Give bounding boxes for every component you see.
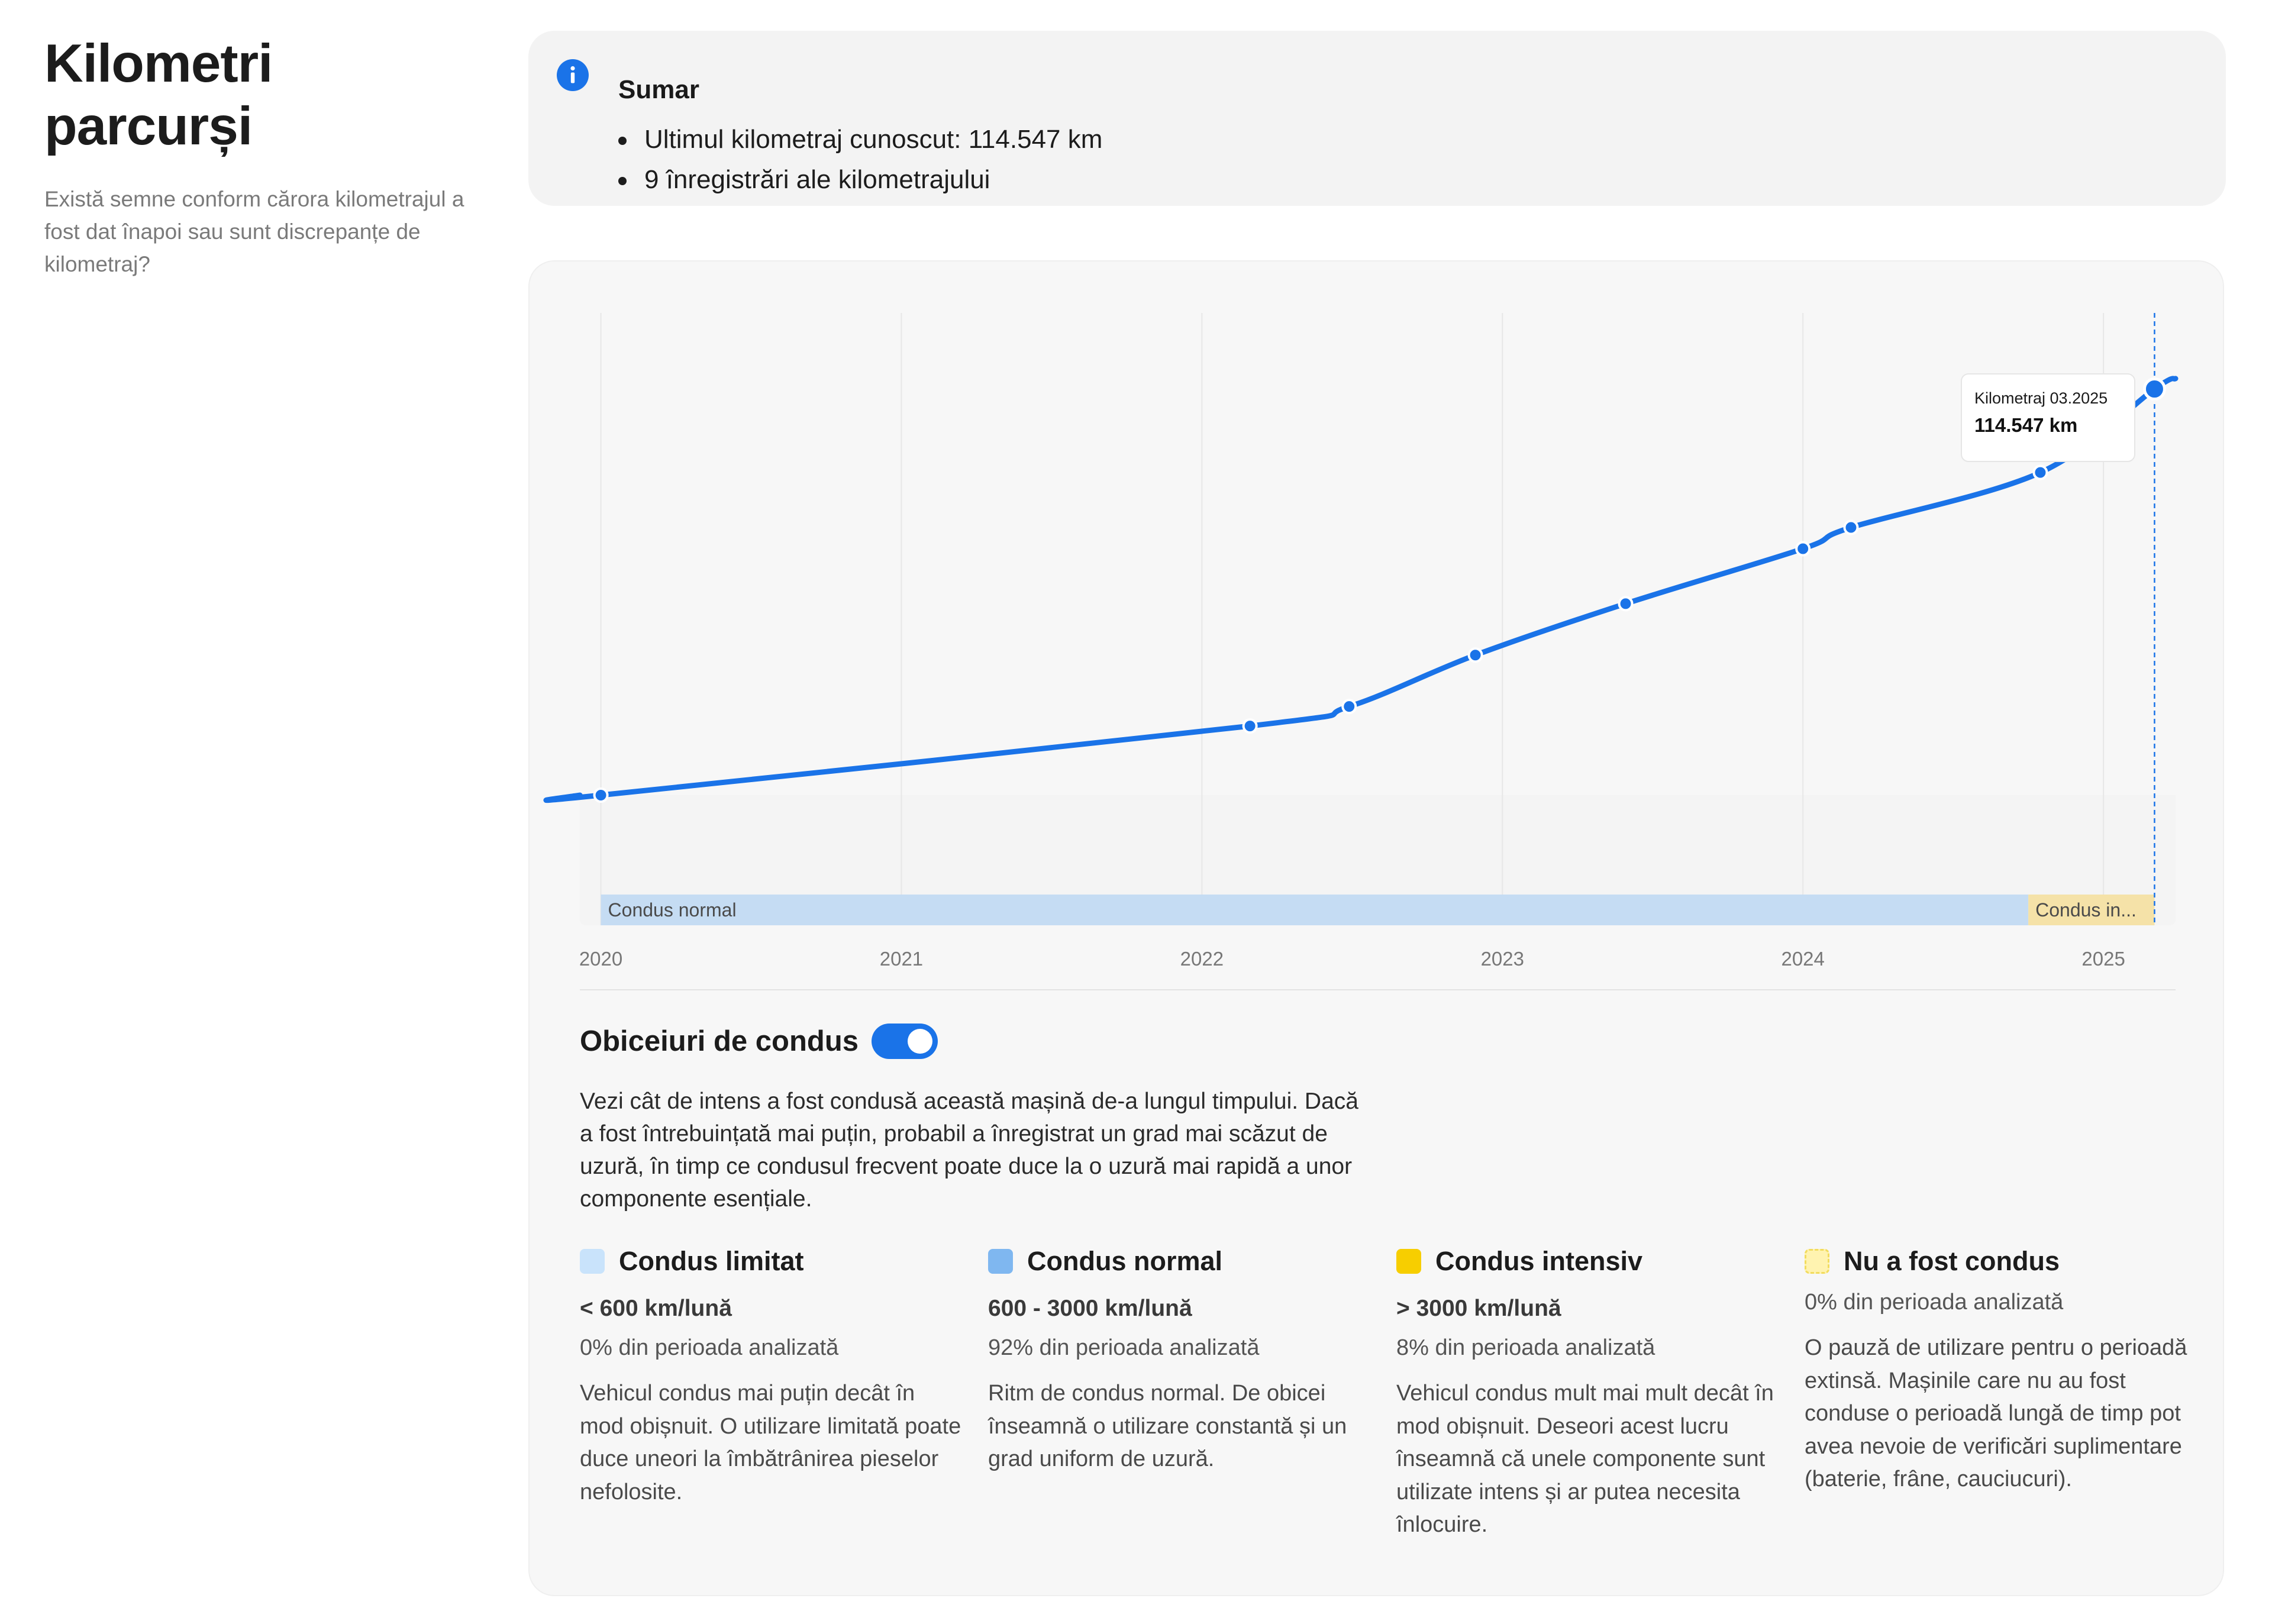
habits-toggle[interactable] [872,1024,938,1059]
toggle-knob [908,1029,933,1054]
legend-swatch-not-driven [1805,1249,1829,1274]
page-title-line2: parcurși [44,96,253,156]
habits-header: Obiceiuri de condus [580,1024,938,1059]
x-axis-ticks: 2020 2021 2022 2023 2024 2025 [579,948,2125,970]
category-title: Condus normal [1027,1246,1223,1276]
category-range: 600 - 3000 km/lună [988,1296,1192,1321]
chart-points[interactable] [593,377,2166,803]
data-point[interactable] [2032,464,2048,480]
category-share: 0% din perioada analizată [580,1335,839,1360]
x-tick-label-2024: 2024 [1781,948,1824,970]
category-description: Vehicul condus mai puțin decât în mod ob… [580,1381,961,1504]
category-description: Vehicul condus mult mai mult decât în mo… [1396,1381,1774,1537]
x-tick-label-2025: 2025 [2081,948,2125,970]
mileage-line[interactable] [543,376,2179,803]
data-point[interactable] [593,787,609,803]
legend-swatch-intensive [1396,1249,1421,1274]
summary-item-records-count: 9 înregistrări ale kilometrajului [618,160,1102,200]
category-range: < 600 km/lună [580,1296,732,1321]
usage-band-label-1: Condus normal [608,899,737,921]
tooltip-box [1961,373,2135,462]
usage-band-1 [601,895,2029,925]
category-not-driven: Nu a fost condus 0% din perioada analiza… [1805,1244,2189,1496]
category-share: 92% din perioada analizată [988,1335,1260,1360]
usage-bands: Condus normal Condus in... [601,895,2155,925]
page-subtitle: Există semne conform cărora kilometrajul… [44,187,464,276]
category-description: Ritm de condus normal. De obicei înseamn… [988,1381,1347,1471]
category-description: O pauză de utilizare pentru o perioadă e… [1805,1335,2187,1491]
data-point[interactable] [1467,647,1483,663]
mileage-card: Condus normal Condus in... 2020 2021 2022 20… [528,260,2224,1596]
data-point[interactable] [1843,519,1859,535]
data-point[interactable] [1795,541,1811,557]
data-point-active[interactable] [2142,377,2166,401]
data-point[interactable] [1618,596,1634,612]
legend-swatch-normal [988,1249,1013,1274]
page-title-line1: Kilometri [44,34,273,93]
mileage-chart: Condus normal Condus in... 2020 2021 2022 20… [543,313,2179,970]
category-share: 0% din perioada analizată [1805,1290,2064,1315]
usage-band-2 [2028,895,2155,925]
page-title: Kilometri parcurși [44,33,470,158]
summary-item-last-mileage: Ultimul kilometraj cunoscut: 114.547 km [618,120,1102,160]
habits-title: Obiceiuri de condus [580,1025,859,1057]
chart-lines[interactable] [543,313,2179,925]
category-title: Nu a fost condus [1844,1246,2060,1276]
section-divider [580,989,2176,990]
category-intensive: Condus intensiv > 3000 km/lună 8% din pe… [1396,1244,1781,1542]
x-tick-label-2021: 2021 [880,948,923,970]
page-header: Kilometri parcurși Există semne conform … [44,33,470,280]
category-title: Condus intensiv [1435,1246,1643,1276]
category-normal: Condus normal 600 - 3000 km/lună 92% din… [988,1244,1373,1476]
plot-upper-area [580,313,2176,795]
x-tick-label-2022: 2022 [1180,948,1224,970]
legend-swatch-limited [580,1249,605,1274]
x-tick-label-2023: 2023 [1481,948,1524,970]
data-point[interactable] [1242,718,1258,734]
category-title: Condus limitat [619,1246,804,1276]
tooltip-value: 114.547 km [1974,414,2077,436]
category-range: > 3000 km/lună [1396,1296,1561,1321]
chart-tooltip: Kilometraj 03.2025 114.547 km [1961,373,2135,462]
x-tick-label-2020: 2020 [579,948,622,970]
habits-description: Vezi cât de intens a fost condusă aceast… [580,1089,1358,1212]
tooltip-title: Kilometraj 03.2025 [1974,389,2108,407]
category-limited: Condus limitat < 600 km/lună 0% din peri… [580,1244,964,1509]
info-icon [557,59,589,91]
summary-list: Ultimul kilometraj cunoscut: 114.547 km … [618,120,1102,200]
data-point[interactable] [1341,699,1357,715]
summary-card: Sumar Ultimul kilometraj cunoscut: 114.5… [528,31,2226,206]
usage-band-label-2: Condus in... [2035,899,2137,921]
category-share: 8% din perioada analizată [1396,1335,1655,1360]
summary-title: Sumar [618,75,699,104]
